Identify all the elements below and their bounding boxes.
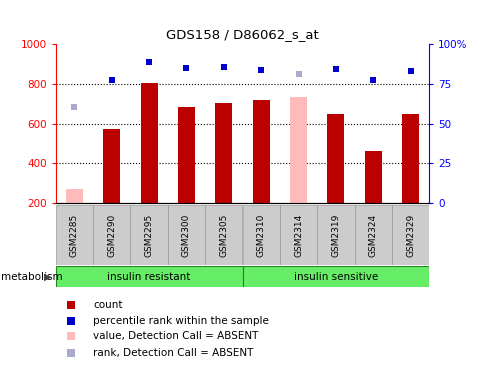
Bar [252, 100, 269, 203]
Text: GSM2290: GSM2290 [107, 213, 116, 257]
Text: percentile rank within the sample: percentile rank within the sample [93, 315, 269, 326]
Bar [130, 205, 167, 265]
Text: GSM2285: GSM2285 [70, 213, 79, 257]
Bar [401, 113, 418, 203]
Text: GSM2295: GSM2295 [144, 213, 153, 257]
Text: count: count [93, 300, 122, 310]
Text: GSM2305: GSM2305 [219, 213, 228, 257]
Text: insulin sensitive: insulin sensitive [293, 272, 377, 282]
Bar [93, 205, 130, 265]
Text: GSM2329: GSM2329 [405, 213, 414, 257]
Bar [279, 205, 317, 265]
Bar [178, 107, 195, 203]
Text: value, Detection Call = ABSENT: value, Detection Call = ABSENT [93, 331, 258, 341]
Bar [215, 102, 232, 203]
Bar [354, 205, 391, 265]
Text: metabolism: metabolism [1, 272, 63, 282]
Bar [167, 205, 205, 265]
Text: GSM2324: GSM2324 [368, 214, 377, 257]
Text: rank, Detection Call = ABSENT: rank, Detection Call = ABSENT [93, 348, 253, 358]
Bar [289, 97, 306, 203]
Bar [103, 128, 120, 203]
Bar [317, 205, 354, 265]
Text: GSM2314: GSM2314 [293, 213, 302, 257]
Bar [242, 205, 279, 265]
Text: GSM2310: GSM2310 [256, 213, 265, 257]
Bar [327, 113, 344, 203]
Bar [364, 152, 381, 203]
Title: GDS158 / D86062_s_at: GDS158 / D86062_s_at [166, 28, 318, 41]
Bar [66, 189, 83, 203]
Text: GSM2300: GSM2300 [182, 213, 191, 257]
Bar [140, 83, 157, 203]
Bar [56, 266, 242, 287]
Bar [242, 266, 428, 287]
Bar [391, 205, 428, 265]
Text: insulin resistant: insulin resistant [107, 272, 190, 282]
Bar [205, 205, 242, 265]
Bar [56, 205, 93, 265]
Text: ▶: ▶ [44, 272, 51, 282]
Text: GSM2319: GSM2319 [331, 213, 340, 257]
